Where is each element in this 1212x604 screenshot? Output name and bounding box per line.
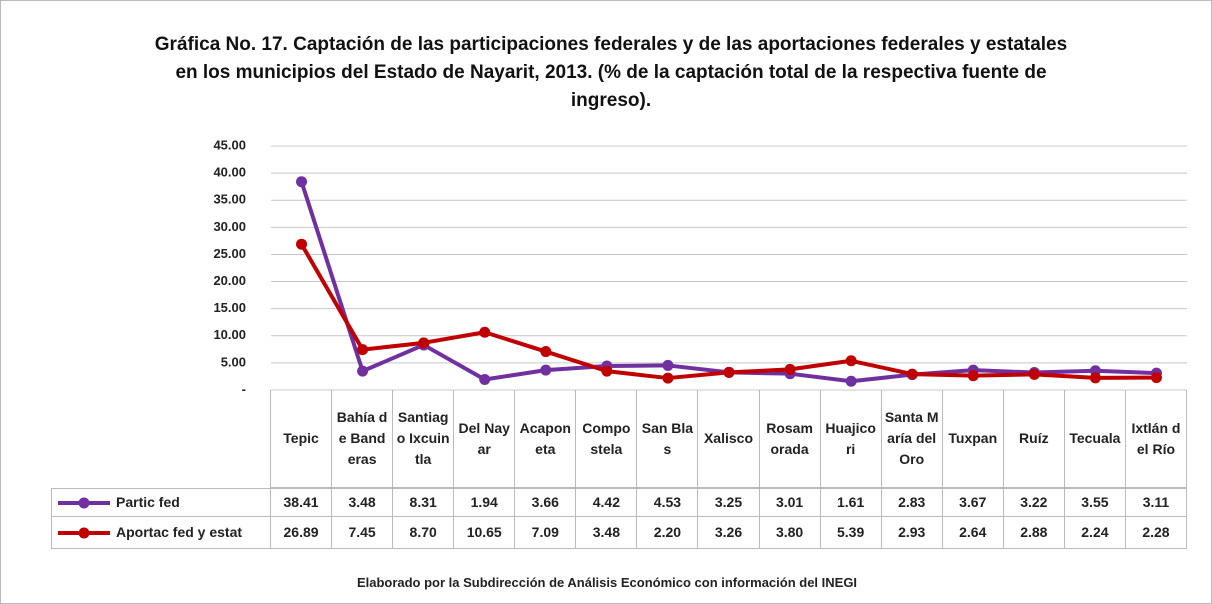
point [296, 176, 308, 188]
table-value: 3.48 [332, 488, 394, 517]
point [967, 370, 979, 382]
table-border [270, 390, 271, 488]
y-tick-label: 35.00 [213, 192, 246, 207]
table-value: 1.94 [454, 488, 516, 517]
y-tick-label: 5.00 [221, 354, 246, 369]
table-value: 1.61 [820, 488, 882, 517]
table-value: 4.53 [637, 488, 699, 517]
y-tick-label: 40.00 [213, 165, 246, 180]
point [479, 326, 491, 338]
category-label: Santa María del Oro [881, 390, 943, 488]
category-label: Compostela [576, 390, 638, 488]
point [906, 368, 918, 380]
table-value: 8.70 [393, 517, 455, 549]
y-tick-label: 20.00 [213, 273, 246, 288]
point [540, 346, 552, 358]
legend-symbol [58, 497, 110, 508]
point [1089, 372, 1101, 384]
table-value: 8.31 [393, 488, 455, 517]
legend-entry: Aportac fed y estat [51, 517, 271, 549]
table-value: 3.48 [576, 517, 638, 549]
table-value: 3.80 [759, 517, 821, 549]
point [723, 366, 735, 378]
point [601, 365, 613, 377]
legend-symbol [58, 527, 110, 538]
category-label: Tepic [271, 390, 333, 488]
y-tick-label: 45.00 [213, 137, 246, 152]
table-value: 2.83 [881, 488, 943, 517]
chart-title: Gráfica No. 17. Captación de las partici… [154, 34, 1068, 111]
y-tick-label: 25.00 [213, 246, 246, 261]
table-value: 26.89 [271, 517, 333, 549]
table-value: 10.65 [454, 517, 516, 549]
point [1028, 368, 1040, 380]
source-note: Elaborado por la Subdirección de Análisi… [356, 575, 858, 590]
category-label: Acaponeta [515, 390, 577, 488]
table-value: 2.20 [637, 517, 699, 549]
y-tick-label: - [242, 381, 246, 396]
point [540, 364, 552, 376]
point [784, 363, 796, 375]
point [662, 372, 674, 384]
category-label: Ixtlán del Río [1125, 390, 1187, 488]
category-label: Del Nayar [454, 390, 516, 488]
table-value: 3.66 [515, 488, 577, 517]
category-label: San Blas [637, 390, 699, 488]
point [479, 373, 491, 385]
legend-label: Partic fed [116, 494, 180, 510]
table-value: 3.22 [1003, 488, 1065, 517]
category-label: Bahía de Banderas [332, 390, 394, 488]
table-value: 2.28 [1125, 517, 1187, 549]
legend-entry: Partic fed [51, 488, 271, 517]
table-value: 3.01 [759, 488, 821, 517]
table-value: 38.41 [271, 488, 333, 517]
category-label: Rosamorada [759, 390, 821, 488]
category-label: Tecuala [1064, 390, 1126, 488]
table-value: 2.64 [942, 517, 1004, 549]
point [418, 337, 430, 349]
category-label: Tuxpan [942, 390, 1004, 488]
point [845, 375, 857, 387]
point [357, 365, 369, 377]
table-value: 3.11 [1125, 488, 1187, 517]
table-value: 3.67 [942, 488, 1004, 517]
category-label: Ruíz [1003, 390, 1065, 488]
table-value: 3.25 [698, 488, 760, 517]
legend-marker [78, 497, 90, 508]
table-value: 2.24 [1064, 517, 1126, 549]
y-tick-label: 10.00 [213, 327, 246, 342]
series-line [299, 243, 1157, 381]
table-value: 2.93 [881, 517, 943, 549]
point [845, 355, 857, 367]
table-value: 3.26 [698, 517, 760, 549]
category-label: Xalisco [698, 390, 760, 488]
y-tick-label: 30.00 [213, 219, 246, 234]
table-value: 7.45 [332, 517, 394, 549]
category-label: Huajicori [820, 390, 882, 488]
table-value: 2.88 [1003, 517, 1065, 549]
table-value: 3.55 [1064, 488, 1126, 517]
y-tick-label: 15.00 [213, 300, 246, 315]
table-value: 7.09 [515, 517, 577, 549]
legend-label: Aportac fed y estat [116, 524, 243, 540]
point [1150, 372, 1162, 384]
point [357, 344, 369, 356]
point [662, 359, 674, 371]
table-value: 5.39 [820, 517, 882, 549]
category-label: Santiago Ixcuintla [393, 390, 455, 488]
table-value: 4.42 [576, 488, 638, 517]
legend-marker [78, 527, 90, 538]
point [296, 238, 308, 250]
